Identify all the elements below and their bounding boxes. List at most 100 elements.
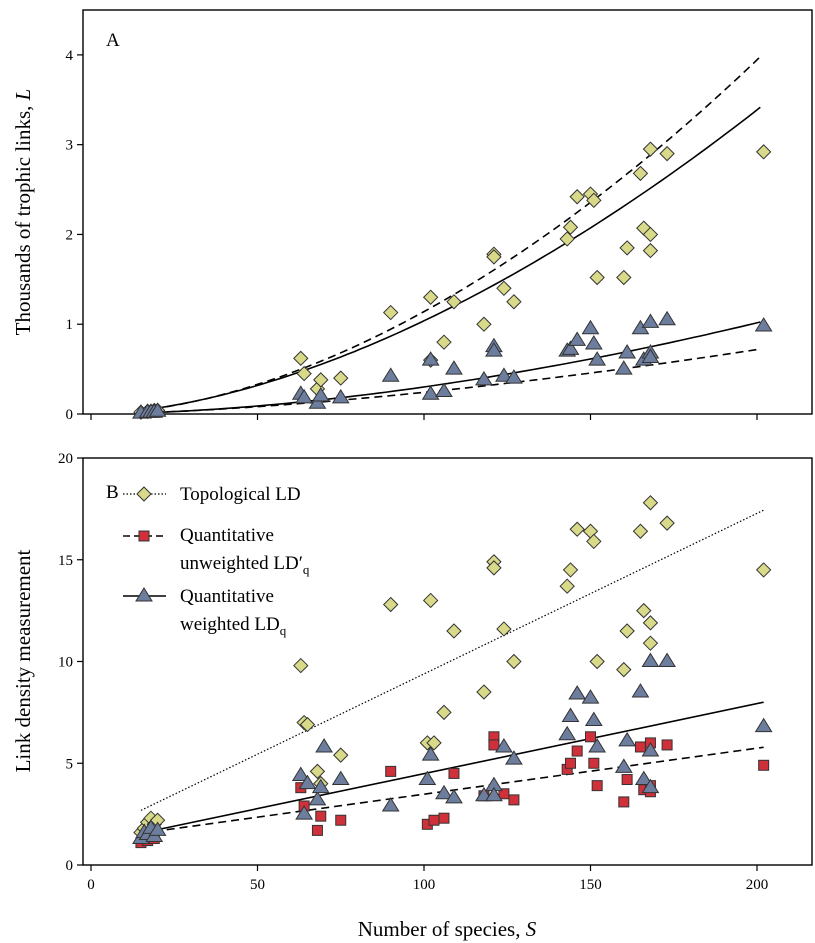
data-point-diamond [446,623,462,639]
data-point-square [498,788,510,800]
data-point-square [438,812,450,824]
data-point-diamond [422,592,439,609]
x-axis-title: Number of species, S [358,917,537,941]
data-point-triangle [308,790,327,806]
data-point-triangle [475,370,493,386]
data-point-diamond [659,145,675,162]
data-point-diamond [755,144,772,160]
data-point-triangle [291,766,310,781]
panel-b-frame [82,457,813,866]
data-point-square [428,814,440,826]
data-point-triangle [308,394,327,409]
data-point-diamond [559,231,575,247]
y-tick-label: 1 [66,317,74,333]
data-point-triangle [658,652,676,667]
data-point-square [488,739,500,751]
panel-a-label: A [106,30,120,51]
data-point-triangle [584,335,603,350]
panel-b: B Link density measurement 0 5 10 15 20 0 50 1… [11,451,813,893]
data-point-triangle [331,388,350,404]
legend-diamond-marker [136,486,152,502]
panel-b-x-ticks: 0 50 100 150 200 [87,865,768,893]
data-point-square [508,794,520,806]
data-point-square [591,780,603,792]
data-point-triangle [581,689,600,704]
data-point-square [621,774,633,786]
data-point-diamond [642,495,659,511]
data-point-triangle [495,738,513,753]
fit-line-1 [140,106,761,412]
data-point-diamond [586,192,602,209]
data-point-diamond [642,635,659,651]
data-point-square [585,731,596,743]
data-point-square [565,757,577,769]
legend-label-weighted-line2: weighted LDq [180,614,287,638]
data-point-diamond [436,334,452,350]
data-point-diamond [293,350,309,367]
data-point-triangle [658,310,676,326]
panel-b-y-axis-title: Link density measurement [11,549,35,772]
legend-square-marker [138,530,150,542]
data-point-diamond [569,521,585,537]
data-point-triangle [614,758,633,773]
data-point-triangle [298,774,317,790]
data-point-diamond [616,661,632,678]
data-point-diamond [382,304,399,321]
data-point-triangle [561,707,580,722]
legend-entry-unweighted: Quantitative unweighted LD′q [123,525,310,577]
data-point-triangle [641,652,660,667]
data-point-triangle [641,313,660,328]
panel-a-fit-lines [140,56,761,414]
data-point-diamond [589,269,605,286]
data-point-diamond [659,515,675,531]
panel-a-frame [82,9,813,415]
legend-label-unweighted-line1: Quantitative [180,525,274,546]
data-point-triangle [435,382,453,398]
y-tick-label: 3 [66,138,74,154]
legend-entry-topological: Topological LD [123,484,301,505]
data-point-square [571,745,583,757]
panel-a-points [132,141,773,420]
data-point-diamond [559,578,575,594]
data-point-triangle [568,331,587,346]
legend-triangle-marker [135,587,153,602]
data-point-triangle [754,717,773,733]
data-point-diamond [422,289,439,305]
data-point-diamond [642,226,659,243]
y-tick-label: 0 [66,858,74,874]
data-point-diamond [506,653,522,670]
data-point-triangle [295,388,314,404]
data-point-triangle [588,351,607,366]
data-point-triangle [421,351,440,366]
data-point-square [448,767,460,779]
data-point-diamond [486,560,502,576]
data-point-diamond [616,269,632,286]
data-point-triangle [315,738,333,753]
data-point-diamond [496,280,512,297]
data-point-square [661,739,673,751]
data-point-diamond [333,747,349,763]
data-point-triangle [495,367,513,382]
y-tick-label: 10 [58,655,73,671]
data-point-diamond [586,533,602,550]
data-point-triangle [568,685,587,700]
y-tick-label: 4 [66,48,74,64]
panel-a-y-axis-title: Thousands of trophic links, L [11,89,35,336]
data-point-diamond [619,623,635,639]
data-point-square [588,757,600,769]
data-point-diamond [506,294,522,310]
data-point-diamond [642,242,659,259]
data-point-diamond [299,716,316,733]
data-point-triangle [421,746,440,761]
legend-label-topological: Topological LD [180,484,301,505]
data-point-triangle [561,340,580,355]
data-point-diamond [562,219,579,235]
y-tick-label: 2 [66,227,74,243]
panel-a: A Thousands of trophic links, L 0 1 2 3 4 [11,9,813,423]
x-tick-label: 0 [87,877,95,893]
panel-b-points [132,495,773,849]
data-point-triangle [631,683,650,698]
data-point-diamond [636,602,652,619]
panel-a-x-ticks [90,414,758,420]
